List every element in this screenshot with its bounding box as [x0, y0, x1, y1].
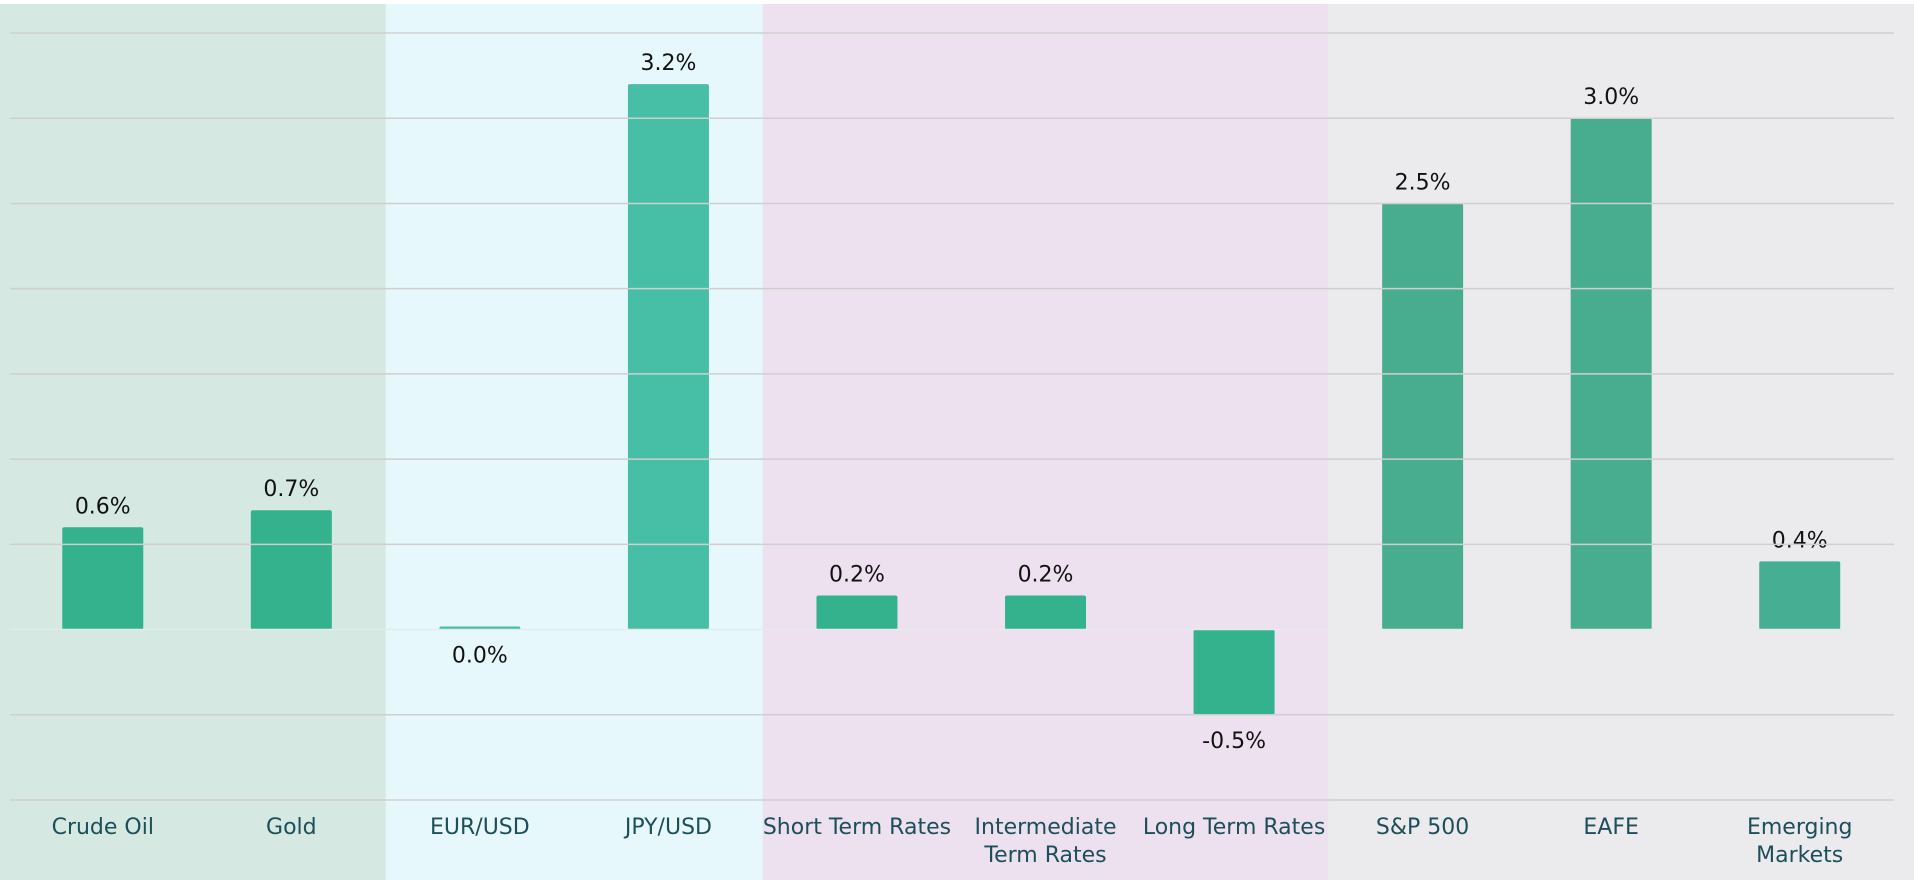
data-label: 0.4%	[1772, 528, 1828, 553]
bar	[250, 510, 332, 630]
bar	[816, 595, 898, 630]
bar	[1382, 203, 1464, 630]
group-background	[385, 4, 575, 880]
x-tick-label: Short Term Rates	[762, 815, 952, 840]
data-label: 0.2%	[829, 562, 885, 587]
data-label: 3.0%	[1583, 85, 1639, 110]
data-label: 0.7%	[263, 477, 319, 502]
group-background	[951, 4, 1141, 880]
bar	[1005, 595, 1087, 630]
x-tick-label: Intermediate Term Rates	[974, 815, 1117, 868]
x-tick-label: Gold	[266, 815, 317, 840]
x-tick-label: Crude Oil	[51, 815, 154, 840]
data-label: 0.0%	[452, 644, 508, 669]
group-background	[197, 4, 387, 880]
data-label: 2.5%	[1395, 170, 1451, 195]
data-label: 0.2%	[1018, 562, 1074, 587]
data-label: 3.2%	[640, 51, 696, 76]
bar	[1193, 629, 1275, 715]
data-label: 0.6%	[75, 494, 131, 519]
x-tick-label: Emerging Markets	[1746, 815, 1853, 868]
group-background	[1139, 4, 1329, 880]
data-label: -0.5%	[1202, 729, 1266, 754]
x-tick-label: JPY/USD	[624, 815, 712, 840]
x-tick-label: EUR/USD	[430, 815, 530, 840]
x-tick-label: S&P 500	[1375, 815, 1470, 840]
x-tick-label: EAFE	[1583, 815, 1639, 840]
bar	[62, 527, 144, 630]
x-tick-label: Long Term Rates	[1142, 815, 1326, 840]
group-background	[0, 4, 198, 880]
group-background	[762, 4, 952, 880]
bar	[1759, 561, 1841, 630]
bar	[627, 84, 709, 630]
group-background	[1705, 4, 1914, 880]
